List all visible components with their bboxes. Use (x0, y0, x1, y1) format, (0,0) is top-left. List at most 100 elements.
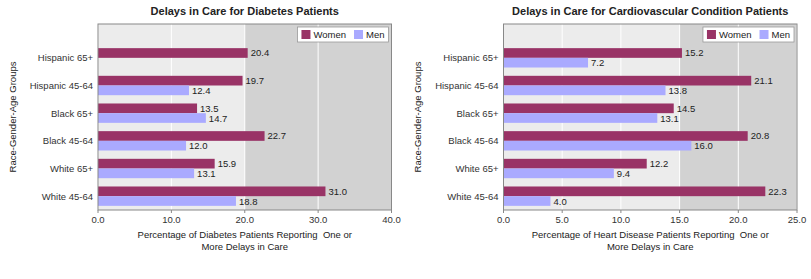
bar (98, 113, 206, 123)
tick-mark (562, 210, 563, 213)
category-label: White 65+ (455, 163, 498, 174)
data-label: 15.2 (685, 47, 704, 58)
tick-label: 15.0 (670, 214, 689, 225)
bar (504, 113, 658, 123)
category-label: White 65+ (50, 163, 93, 174)
bar (504, 196, 551, 206)
bar (98, 141, 186, 151)
data-label: 15.9 (218, 158, 237, 169)
data-label: 13.1 (197, 168, 216, 179)
data-label: 20.8 (751, 130, 770, 141)
tick-label: 25.0 (788, 214, 807, 225)
data-label: 12.0 (189, 140, 208, 151)
legend-label: Women (313, 29, 346, 40)
panel: 15.221.114.520.812.222.37.213.813.116.09… (412, 5, 806, 252)
category-label: Black 45-64 (43, 135, 93, 146)
grid-line (318, 24, 319, 210)
tick-mark (171, 210, 172, 213)
plot-area (504, 24, 798, 210)
plot-frame (504, 24, 798, 210)
plot-background (504, 24, 798, 210)
tick-label: 40.0 (382, 214, 401, 225)
category-label: Hispanic 45-64 (30, 80, 93, 91)
bar (98, 169, 194, 179)
y-axis-label: Race-Gender-Age Groups (7, 61, 18, 172)
bar (504, 86, 666, 96)
category-label: Black 65+ (51, 108, 93, 119)
legend-frame (703, 27, 794, 42)
tick-label: 0.0 (497, 214, 510, 225)
bar (504, 103, 674, 113)
bar (98, 186, 325, 196)
category-label: Black 45-64 (448, 135, 498, 146)
tick-label: 10.0 (612, 214, 631, 225)
plot-frame (98, 24, 392, 210)
data-label: 14.5 (677, 103, 696, 114)
category-label: Hispanic 45-64 (435, 80, 498, 91)
plot-background (98, 24, 392, 210)
tick-mark (620, 210, 621, 213)
tick-label: 20.0 (236, 214, 255, 225)
bar (504, 141, 692, 151)
bar (504, 169, 614, 179)
figure: 20.419.713.522.715.931.012.414.712.013.1… (0, 0, 811, 279)
data-label: 14.7 (209, 113, 228, 124)
legend-frame (297, 27, 388, 42)
legend-swatch (301, 30, 310, 39)
bar (504, 76, 752, 86)
tick-mark (244, 210, 245, 213)
data-label: 9.4 (617, 168, 630, 179)
data-label: 16.0 (694, 140, 713, 151)
bar (98, 48, 248, 58)
category-label: Hispanic 65+ (443, 52, 499, 63)
bar (98, 196, 236, 206)
tick-mark (503, 210, 504, 213)
legend-swatch (707, 30, 716, 39)
tick-mark (797, 210, 798, 213)
bar (98, 76, 243, 86)
data-label: 19.7 (246, 75, 265, 86)
data-label: 12.4 (192, 85, 211, 96)
legend-label: Women (719, 29, 752, 40)
legend-label: Men (366, 29, 384, 40)
title: Delays in Care for Diabetes Patients (151, 5, 339, 17)
legend-swatch (354, 30, 363, 39)
x-axis-label: Percentage of Diabetes Patients Reportin… (138, 229, 352, 252)
data-label: 13.8 (669, 85, 688, 96)
category-label: Hispanic 65+ (38, 52, 94, 63)
tick-label: 5.0 (556, 214, 569, 225)
x-axis-label: Percentage of Heart Disease Patients Rep… (532, 229, 769, 252)
bar (98, 131, 265, 141)
data-label: 20.4 (251, 47, 270, 58)
grid-line (738, 24, 739, 210)
shaded-region (680, 24, 797, 210)
panel: 20.419.713.522.715.931.012.414.712.013.1… (7, 5, 401, 252)
tick-label: 0.0 (91, 214, 104, 225)
data-label: 31.0 (328, 186, 347, 197)
plot-area (98, 24, 392, 210)
tick-mark (679, 210, 680, 213)
data-label: 18.8 (239, 196, 258, 207)
shaded-region (245, 24, 392, 210)
tick-mark (391, 210, 392, 213)
title: Delays in Care for Cardiovascular Condit… (512, 5, 788, 17)
category-label: White 45-64 (42, 191, 93, 202)
category-label: Black 65+ (457, 108, 499, 119)
category-label: White 45-64 (447, 191, 498, 202)
tick-label: 20.0 (729, 214, 748, 225)
data-label: 22.3 (768, 186, 787, 197)
data-label: 22.7 (268, 130, 287, 141)
tick-mark (318, 210, 319, 213)
tick-mark (98, 210, 99, 213)
data-label: 7.2 (591, 57, 604, 68)
data-label: 12.2 (650, 158, 669, 169)
legend-swatch (760, 30, 769, 39)
legend: Women Men (297, 27, 388, 42)
bar (98, 103, 197, 113)
legend: WomenMen (703, 27, 794, 42)
bar (504, 58, 589, 68)
data-label: 21.1 (754, 75, 773, 86)
tick-mark (738, 210, 739, 213)
data-label: 4.0 (553, 196, 566, 207)
bar (504, 186, 766, 196)
